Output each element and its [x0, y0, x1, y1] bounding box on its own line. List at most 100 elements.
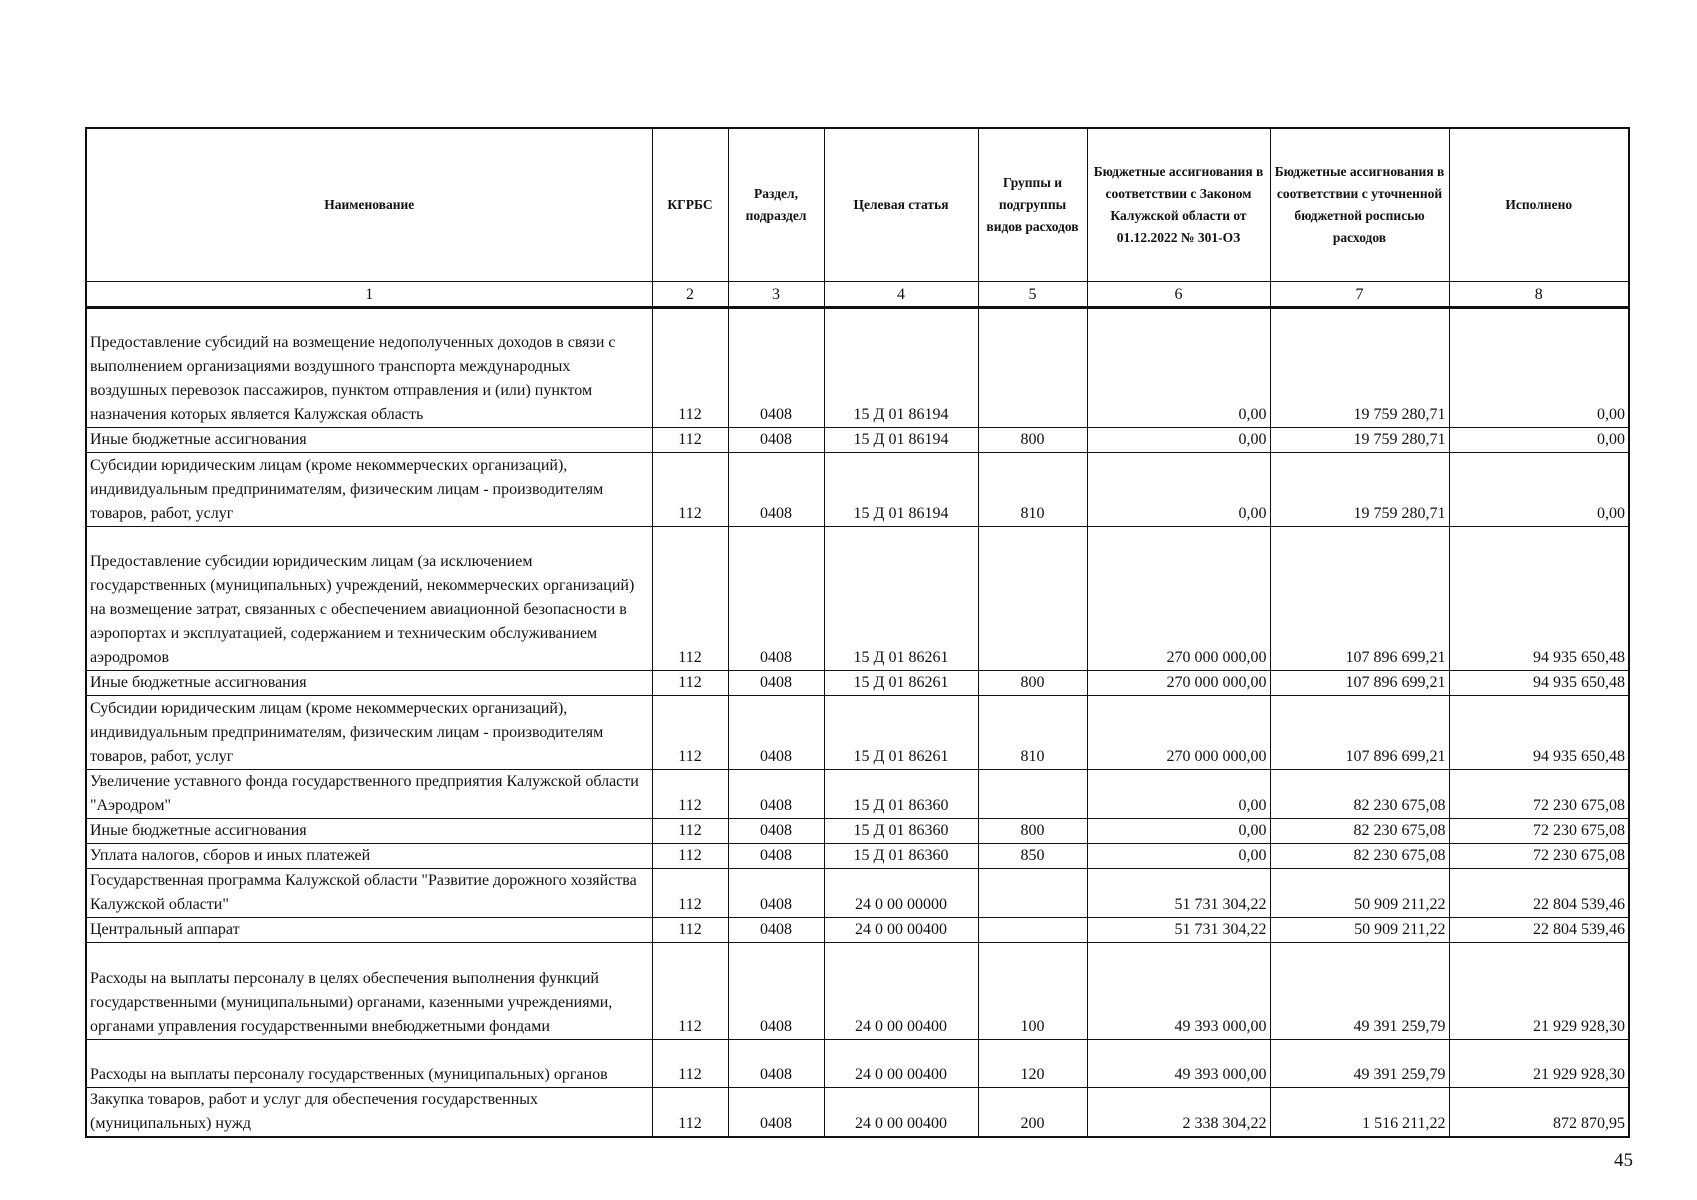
- cell-cs: 15 Д 01 86261: [823, 525, 979, 671]
- cell-razdel: 0408: [727, 941, 825, 1040]
- table-row: Предоставление субсидий на возмещение не…: [85, 306, 1630, 428]
- cell-exec: 22 804 539,46: [1448, 867, 1630, 918]
- cell-cs: 15 Д 01 86360: [823, 842, 979, 869]
- cell-razdel: 0408: [727, 768, 825, 819]
- cell-cs: 15 Д 01 86360: [823, 817, 979, 844]
- cell-name: Иные бюджетные ассигнования: [85, 426, 653, 453]
- cell-exec: 72 230 675,08: [1448, 842, 1630, 869]
- column-header: Бюджетные ассигнования в соответствии с …: [1269, 127, 1450, 282]
- cell-plan: 19 759 280,71: [1269, 426, 1450, 453]
- cell-razdel: 0408: [727, 451, 825, 527]
- cell-razdel: 0408: [727, 426, 825, 453]
- table-row: Предоставление субсидии юридическим лица…: [85, 525, 1630, 671]
- cell-razdel: 0408: [727, 669, 825, 696]
- table-row: Расходы на выплаты персоналу в целях обе…: [85, 941, 1630, 1040]
- cell-vr: [977, 306, 1088, 428]
- cell-kgrbs: 112: [651, 817, 729, 844]
- cell-name: Предоставление субсидий на возмещение не…: [85, 306, 653, 428]
- cell-razdel: 0408: [727, 306, 825, 428]
- cell-law: 0,00: [1086, 426, 1271, 453]
- cell-plan: 49 391 259,79: [1269, 941, 1450, 1040]
- column-header: КГРБС: [651, 127, 729, 282]
- cell-law: 51 731 304,22: [1086, 916, 1271, 943]
- cell-exec: 21 929 928,30: [1448, 941, 1630, 1040]
- cell-law: 0,00: [1086, 306, 1271, 428]
- cell-cs: 15 Д 01 86261: [823, 694, 979, 770]
- cell-kgrbs: 112: [651, 694, 729, 770]
- cell-vr: 810: [977, 451, 1088, 527]
- cell-vr: 810: [977, 694, 1088, 770]
- budget-table: Наименование КГРБС Раздел, подраздел Целева…: [85, 127, 1630, 1138]
- cell-name: Государственная программа Калужской обла…: [85, 867, 653, 918]
- cell-cs: 24 0 00 00000: [823, 867, 979, 918]
- cell-vr: 120: [977, 1038, 1088, 1088]
- cell-razdel: 0408: [727, 867, 825, 918]
- cell-vr: [977, 867, 1088, 918]
- cell-vr: 850: [977, 842, 1088, 869]
- cell-name: Иные бюджетные ассигнования: [85, 669, 653, 696]
- cell-cs: 15 Д 01 86194: [823, 426, 979, 453]
- cell-plan: 19 759 280,71: [1269, 306, 1450, 428]
- cell-kgrbs: 112: [651, 768, 729, 819]
- cell-vr: [977, 525, 1088, 671]
- column-header: Бюджетные ассигнования в соответствии с …: [1086, 127, 1271, 282]
- page-number: 45: [1614, 1150, 1633, 1171]
- column-number: 5: [977, 280, 1088, 309]
- cell-razdel: 0408: [727, 842, 825, 869]
- column-number: 7: [1269, 280, 1450, 309]
- table-row: Субсидии юридическим лицам (кроме некомм…: [85, 694, 1630, 770]
- cell-exec: 21 929 928,30: [1448, 1038, 1630, 1088]
- table-row: Иные бюджетные ассигнования 112 0408 15 Д 0…: [85, 669, 1630, 696]
- cell-kgrbs: 112: [651, 1038, 729, 1088]
- cell-cs: 15 Д 01 86360: [823, 768, 979, 819]
- cell-cs: 15 Д 01 86194: [823, 451, 979, 527]
- cell-plan: 50 909 211,22: [1269, 867, 1450, 918]
- column-header: Целевая статья: [823, 127, 979, 282]
- column-number: 1: [85, 280, 653, 309]
- cell-name: Закупка товаров, работ и услуг для обесп…: [85, 1086, 653, 1137]
- header-row: Наименование КГРБС Раздел, подраздел Целева…: [85, 127, 1630, 282]
- cell-plan: 107 896 699,21: [1269, 669, 1450, 696]
- column-number: 3: [727, 280, 825, 309]
- cell-cs: 24 0 00 00400: [823, 1038, 979, 1088]
- table-row: Иные бюджетные ассигнования 112 0408 15 Д 0…: [85, 817, 1630, 844]
- cell-razdel: 0408: [727, 525, 825, 671]
- table-row: Центральный аппарат 112 0408 24 0 00 00400 5…: [85, 916, 1630, 943]
- cell-exec: 94 935 650,48: [1448, 694, 1630, 770]
- cell-vr: 800: [977, 817, 1088, 844]
- table-row: Увеличение уставного фонда государственн…: [85, 768, 1630, 819]
- cell-plan: 107 896 699,21: [1269, 525, 1450, 671]
- cell-law: 270 000 000,00: [1086, 525, 1271, 671]
- table-row: Расходы на выплаты персоналу государстве…: [85, 1038, 1630, 1088]
- column-number: 6: [1086, 280, 1271, 309]
- cell-exec: 22 804 539,46: [1448, 916, 1630, 943]
- column-number: 2: [651, 280, 729, 309]
- cell-kgrbs: 112: [651, 1086, 729, 1137]
- cell-kgrbs: 112: [651, 451, 729, 527]
- table-row: Иные бюджетные ассигнования 112 0408 15 Д 0…: [85, 426, 1630, 453]
- cell-plan: 82 230 675,08: [1269, 817, 1450, 844]
- cell-name: Увеличение уставного фонда государственн…: [85, 768, 653, 819]
- cell-kgrbs: 112: [651, 941, 729, 1040]
- table-row: Уплата налогов, сборов и иных платежей 11…: [85, 842, 1630, 869]
- cell-law: 2 338 304,22: [1086, 1086, 1271, 1137]
- cell-plan: 19 759 280,71: [1269, 451, 1450, 527]
- cell-vr: 200: [977, 1086, 1088, 1137]
- cell-kgrbs: 112: [651, 306, 729, 428]
- cell-vr: [977, 768, 1088, 819]
- column-number: 4: [823, 280, 979, 309]
- cell-name: Расходы на выплаты персоналу в целях обе…: [85, 941, 653, 1040]
- column-header: Раздел, подраздел: [727, 127, 825, 282]
- cell-law: 270 000 000,00: [1086, 669, 1271, 696]
- column-header: Наименование: [85, 127, 653, 282]
- column-number: 8: [1448, 280, 1630, 309]
- cell-name: Расходы на выплаты персоналу государстве…: [85, 1038, 653, 1088]
- cell-exec: 94 935 650,48: [1448, 669, 1630, 696]
- cell-name: Иные бюджетные ассигнования: [85, 817, 653, 844]
- table-row: Субсидии юридическим лицам (кроме некомм…: [85, 451, 1630, 527]
- cell-exec: 0,00: [1448, 451, 1630, 527]
- cell-kgrbs: 112: [651, 916, 729, 943]
- cell-exec: 72 230 675,08: [1448, 768, 1630, 819]
- cell-exec: 872 870,95: [1448, 1086, 1630, 1137]
